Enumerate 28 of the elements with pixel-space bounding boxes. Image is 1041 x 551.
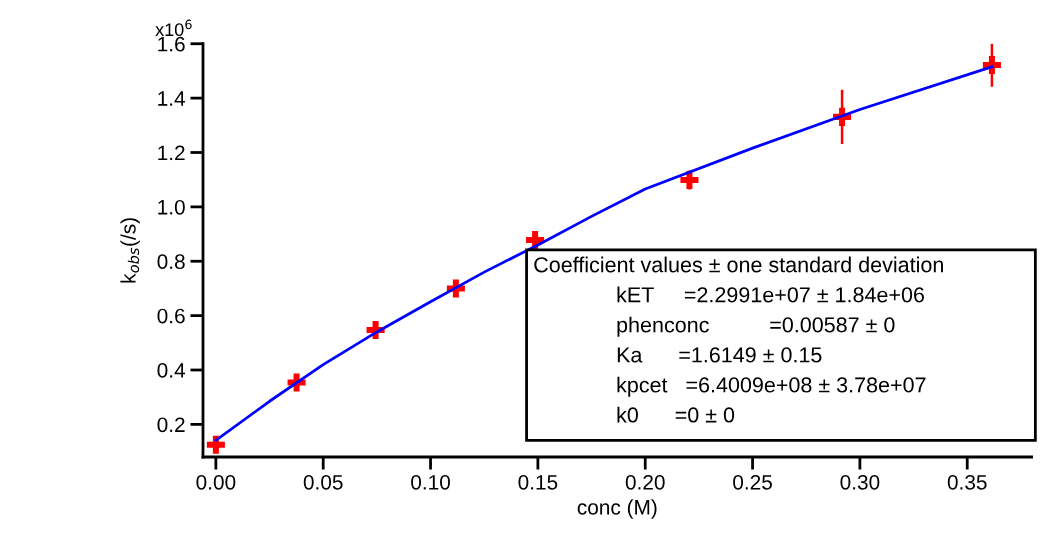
y-tick-label: 1.4 — [158, 91, 186, 106]
y-tick-label: 1.2 — [158, 145, 185, 161]
point — [680, 170, 699, 189]
y-tick-label: 0.6 — [157, 308, 185, 324]
y-axis-title: k$_{obs}$(/s) — [120, 218, 140, 283]
x-axis-title: conc (M) — [577, 499, 657, 519]
annotation: k0 =0 ± 0 — [617, 406, 735, 423]
x-tick-label: 0.30 — [840, 474, 880, 490]
point — [206, 435, 225, 454]
text: x10$^{6}$ — [155, 19, 192, 37]
annotation: Ka =1.6149 ± 0.15 — [617, 347, 822, 363]
x-tick-label: 0.20 — [625, 474, 665, 490]
x-tick-label: 0.15 — [518, 474, 558, 490]
x-tick-label: 0.00 — [196, 474, 236, 490]
y-tick-label: 1.0 — [158, 199, 185, 215]
y-tick-label: 0.2 — [157, 417, 185, 433]
annotation: Coefficient values ± one standard deviation — [534, 256, 943, 273]
y-tick-label: 0.4 — [157, 363, 186, 378]
annotation: kET =2.2991e+07 ± 1.84e+06 — [617, 286, 924, 303]
x-tick-label: 0.05 — [303, 474, 343, 490]
point — [982, 55, 1001, 74]
annotation: phenconc =0.00587 ± 0 — [617, 316, 895, 337]
x-tick-label: 0.35 — [947, 474, 987, 490]
x-tick-label: 0.25 — [733, 474, 772, 490]
annotation: kpcet =6.4009e+08 ± 3.78e+07 — [617, 376, 926, 397]
x-tick-label: 0.10 — [411, 474, 451, 490]
y-tick-label: 0.8 — [157, 254, 185, 269]
y-tick-label: 1.6 — [158, 36, 185, 52]
